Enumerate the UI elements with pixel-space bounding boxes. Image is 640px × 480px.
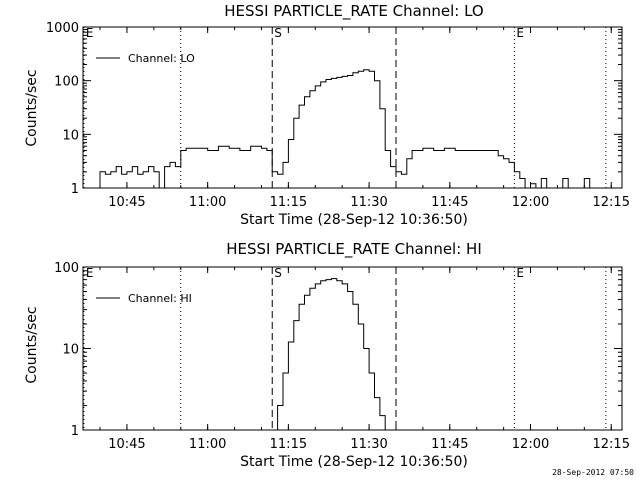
x-tick-label: 12:00 xyxy=(512,195,549,210)
x-tick-label: 12:15 xyxy=(593,195,630,210)
chart-title: HESSI PARTICLE_RATE Channel: HI xyxy=(226,240,482,259)
x-tick-label: 11:45 xyxy=(431,195,468,210)
x-tick-label: 10:45 xyxy=(108,437,145,452)
event-marker-label: E xyxy=(516,266,524,280)
x-tick-label: 11:30 xyxy=(350,195,387,210)
event-marker-label: E xyxy=(86,26,94,40)
x-tick-label: 11:45 xyxy=(431,437,468,452)
x-tick-label: 11:30 xyxy=(350,437,387,452)
x-tick-label: 11:00 xyxy=(189,195,226,210)
series-line xyxy=(272,278,386,431)
x-axis-label: Start Time (28-Sep-12 10:36:50) xyxy=(240,212,468,228)
x-tick-label: 11:15 xyxy=(270,195,307,210)
y-tick-label: 100 xyxy=(54,261,79,276)
event-marker-label: S xyxy=(274,266,282,280)
chart-title: HESSI PARTICLE_RATE Channel: LO xyxy=(224,2,483,21)
y-tick-label: 100 xyxy=(54,75,79,90)
y-axis-label: Counts/sec xyxy=(24,69,40,146)
event-marker-label: S xyxy=(274,26,282,40)
y-tick-label: 1000 xyxy=(46,21,79,36)
x-axis-label: Start Time (28-Sep-12 10:36:50) xyxy=(240,454,468,470)
legend-label: Channel: HI xyxy=(128,292,192,305)
generation-timestamp: 28-Sep-2012 07:50 xyxy=(552,468,634,477)
y-tick-label: 10 xyxy=(62,343,79,358)
event-marker-label: E xyxy=(86,266,94,280)
legend-label: Channel: LO xyxy=(128,52,195,65)
y-tick-label: 1 xyxy=(71,182,79,197)
x-tick-label: 10:45 xyxy=(108,195,145,210)
series-line xyxy=(94,69,601,189)
y-tick-label: 1 xyxy=(71,424,79,439)
event-marker-label: E xyxy=(516,26,524,40)
y-tick-label: 10 xyxy=(62,128,79,143)
x-tick-label: 12:00 xyxy=(512,437,549,452)
chart-panel-hi: HESSI PARTICLE_RATE Channel: HI Counts/s… xyxy=(24,240,630,470)
plot-frame xyxy=(82,26,623,189)
y-axis-label: Counts/sec xyxy=(24,306,40,383)
x-tick-label: 11:15 xyxy=(270,437,307,452)
x-tick-label: 12:15 xyxy=(593,437,630,452)
x-tick-label: 11:00 xyxy=(189,437,226,452)
chart-panel-lo: HESSI PARTICLE_RATE Channel: LO Counts/s… xyxy=(24,2,630,228)
